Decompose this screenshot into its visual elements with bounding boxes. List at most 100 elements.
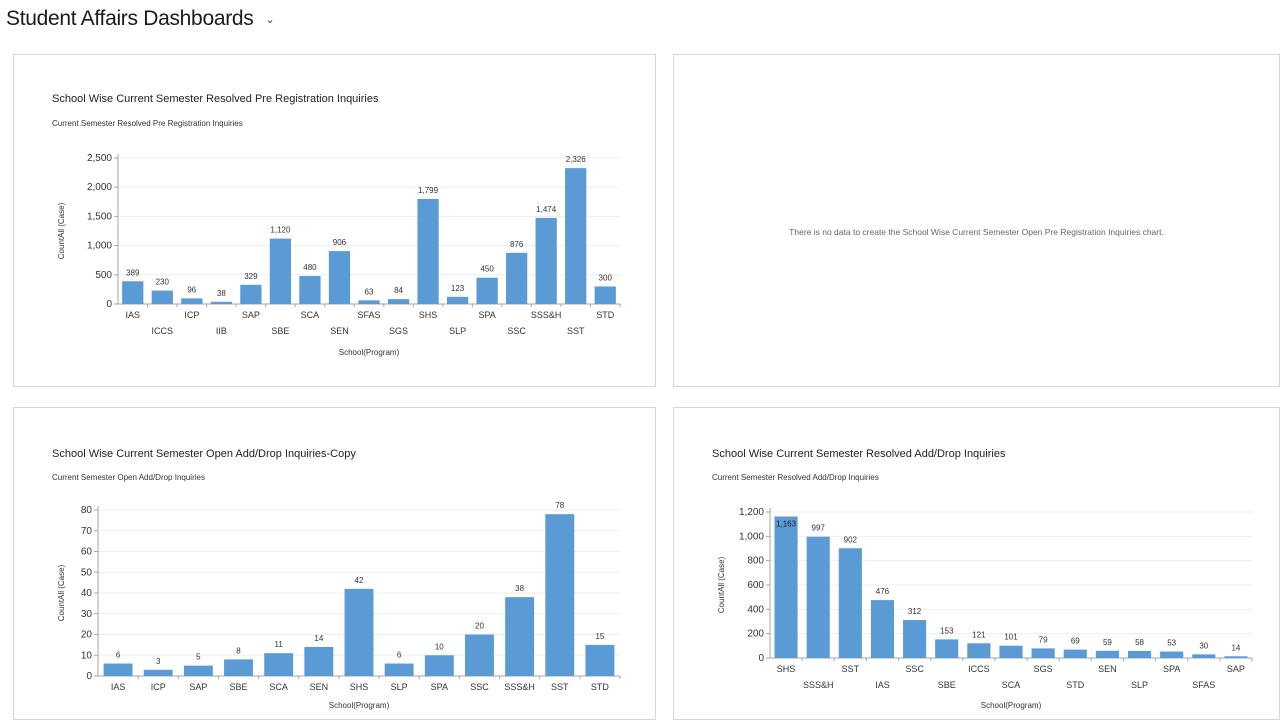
bar <box>505 597 535 676</box>
x-category-label: SFAS <box>1192 680 1215 690</box>
x-category-label: SCA <box>1002 680 1021 690</box>
chart-title: School Wise Current Semester Resolved Ad… <box>712 448 1006 460</box>
y-tick-label: 20 <box>81 630 93 641</box>
bar <box>838 548 862 658</box>
x-category-label: SEN <box>1098 664 1117 674</box>
chevron-down-icon[interactable]: ⌄ <box>265 13 275 26</box>
data-label: 11 <box>275 640 284 649</box>
x-category-label: SSS&H <box>531 310 562 320</box>
data-label: 78 <box>555 501 564 510</box>
x-axis-title: School(Program) <box>329 701 390 710</box>
data-label: 312 <box>908 607 922 616</box>
x-category-label: ICCS <box>152 326 174 336</box>
x-category-label: SSS&H <box>803 680 834 690</box>
data-label: 84 <box>394 286 403 295</box>
data-label: 123 <box>451 284 465 293</box>
chart-panel-pre-registration-resolved: School Wise Current Semester Resolved Pr… <box>13 54 656 387</box>
x-category-label: SSC <box>507 326 526 336</box>
chart-title: School Wise Current Semester Resolved Pr… <box>52 93 379 105</box>
bar-chart: 0 500 1,000 1,500 2,000 2,500 389 IAS 230 ICCS 96 I… <box>57 153 621 357</box>
bar <box>565 168 587 304</box>
y-tick-label: 0 <box>106 299 112 310</box>
y-tick-label: 10 <box>81 650 93 661</box>
x-category-label: SLP <box>449 326 466 336</box>
x-category-label: ICP <box>151 682 166 692</box>
x-category-label: SEN <box>330 326 349 336</box>
bar <box>594 286 616 304</box>
y-tick-label: 800 <box>747 556 764 567</box>
data-label: 10 <box>435 642 444 651</box>
data-label: 121 <box>972 630 986 639</box>
dashboard-header: Student Affairs Dashboards ⌄ <box>6 4 275 34</box>
x-category-label: SPA <box>1163 664 1180 674</box>
no-data-message: There is no data to create the School Wi… <box>789 227 1164 237</box>
bar <box>103 663 133 676</box>
bar <box>387 299 410 304</box>
bar <box>299 275 321 304</box>
bar <box>535 217 557 304</box>
bar <box>181 298 203 304</box>
y-tick-label: 200 <box>747 629 764 640</box>
data-label: 329 <box>244 272 258 281</box>
bar <box>224 659 253 676</box>
x-category-label: IAS <box>875 680 890 690</box>
y-tick-label: 1,000 <box>739 531 764 542</box>
x-category-label: IIB <box>216 326 227 336</box>
bar <box>1063 649 1087 658</box>
y-tick-label: 60 <box>81 547 93 558</box>
x-category-label: SLP <box>1131 680 1148 690</box>
data-label: 101 <box>1004 633 1018 642</box>
y-tick-label: 70 <box>81 526 93 537</box>
bar <box>424 655 454 676</box>
x-category-label: SAP <box>242 310 260 320</box>
bar <box>903 620 927 658</box>
data-label: 1,120 <box>270 226 291 235</box>
chart-panel-add-drop-resolved: School Wise Current Semester Resolved Ad… <box>673 407 1280 720</box>
bar <box>446 296 469 304</box>
bar <box>269 238 292 304</box>
bar <box>384 663 414 676</box>
chart-title: School Wise Current Semester Open Add/Dr… <box>52 448 356 460</box>
data-label: 79 <box>1039 635 1048 644</box>
x-category-label: SGS <box>389 326 408 336</box>
data-label: 14 <box>1231 643 1240 652</box>
x-category-label: SSC <box>905 664 924 674</box>
bar <box>774 516 798 658</box>
data-label: 153 <box>940 626 954 635</box>
y-tick-label: 2,500 <box>87 153 112 164</box>
bar <box>465 634 494 676</box>
y-tick-label: 80 <box>81 505 93 516</box>
bar <box>999 645 1023 658</box>
data-label: 69 <box>1071 637 1080 646</box>
x-category-label: SBE <box>230 682 248 692</box>
bar <box>506 252 528 304</box>
bar <box>967 643 991 658</box>
y-tick-label: 30 <box>81 609 93 620</box>
bar <box>264 653 294 676</box>
y-tick-label: 400 <box>747 604 764 615</box>
x-category-label: SHS <box>777 664 796 674</box>
y-tick-label: 2,000 <box>87 182 112 193</box>
y-tick-label: 500 <box>95 270 112 281</box>
data-label: 8 <box>236 646 241 655</box>
data-label: 230 <box>156 278 170 287</box>
x-category-label: ICCS <box>968 664 990 674</box>
data-label: 14 <box>314 634 323 643</box>
y-tick-label: 0 <box>758 653 764 664</box>
bar <box>476 277 498 304</box>
data-label: 63 <box>365 287 374 296</box>
bar <box>1031 648 1055 658</box>
bar <box>344 588 374 676</box>
chart-subtitle: Current Semester Open Add/Drop Inquiries <box>52 473 205 482</box>
x-category-label: SBE <box>271 326 289 336</box>
data-label: 96 <box>187 285 196 294</box>
data-label: 38 <box>515 584 524 593</box>
x-category-label: SST <box>567 326 585 336</box>
bar <box>328 251 351 304</box>
data-label: 20 <box>475 622 484 631</box>
x-category-label: SFAS <box>357 310 380 320</box>
y-tick-label: 1,000 <box>87 241 112 252</box>
x-category-label: SAP <box>189 682 207 692</box>
y-tick-label: 600 <box>747 580 764 591</box>
y-tick-label: 1,500 <box>87 211 112 222</box>
